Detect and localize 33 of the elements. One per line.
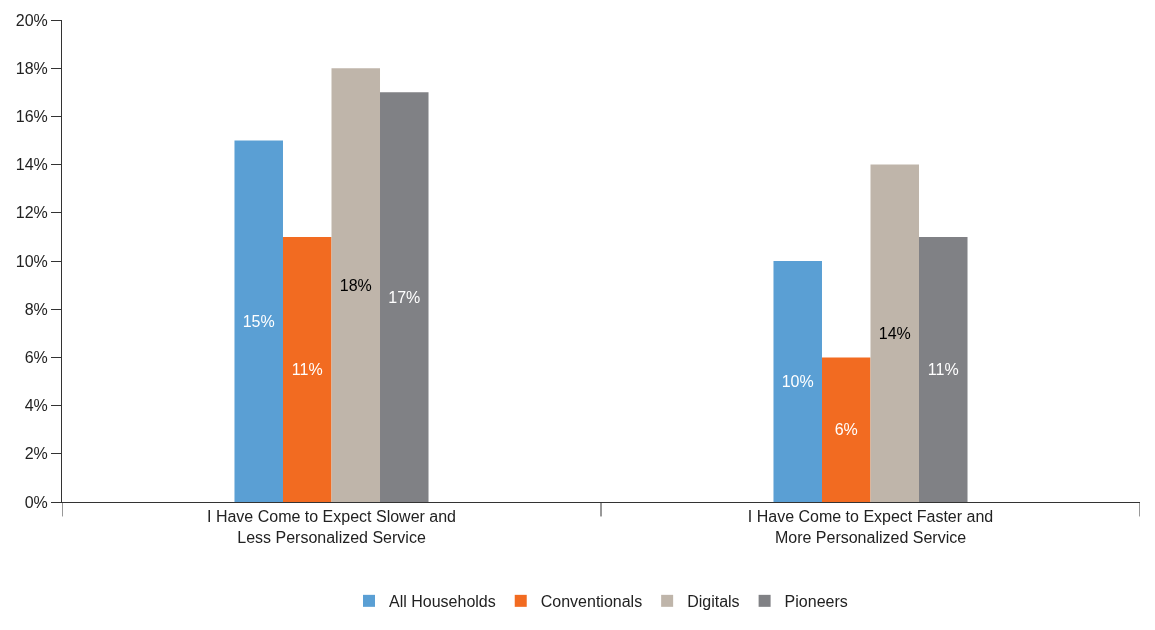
y-tick-label: 18%	[15, 59, 48, 77]
y-tick-label: 12%	[15, 204, 48, 222]
legend-label: Pioneers	[784, 593, 848, 611]
y-tick-label: 2%	[24, 445, 48, 463]
legend-label: Digitals	[687, 593, 740, 611]
bar	[282, 236, 332, 502]
bar	[234, 140, 283, 502]
y-tick-label: 4%	[24, 397, 48, 415]
y-tick-label: 6%	[24, 349, 48, 366]
y-tick-label: 20%	[15, 11, 48, 29]
x-tick-label: I Have Come to Expect Slower and Less Personalized Service	[206, 508, 457, 546]
data-label: 10%	[781, 373, 814, 390]
bar	[919, 236, 968, 502]
data-label: 11%	[291, 360, 323, 378]
y-tick-label: 14%	[15, 156, 48, 174]
bar	[331, 68, 381, 502]
bar	[380, 92, 429, 502]
y-tick-label: 10%	[15, 252, 48, 270]
y-tick-label: 0%	[24, 493, 48, 511]
data-label: 6%	[834, 421, 858, 439]
data-label: 14%	[878, 324, 911, 342]
legend-label: Conventionals	[540, 593, 643, 611]
bar	[773, 261, 822, 502]
data-label: 15%	[242, 312, 275, 330]
y-tick-label: 8%	[24, 300, 48, 318]
y-tick-label: 16%	[15, 108, 48, 125]
data-label: 17%	[388, 288, 421, 306]
x-tick-label: I Have Come to Expect Faster and More Personalized Service	[747, 508, 994, 546]
legend-label: All Households	[389, 593, 496, 611]
data-label: 18%	[339, 276, 372, 294]
bar	[870, 164, 920, 502]
data-label: 11%	[927, 360, 959, 378]
bar	[821, 357, 871, 502]
